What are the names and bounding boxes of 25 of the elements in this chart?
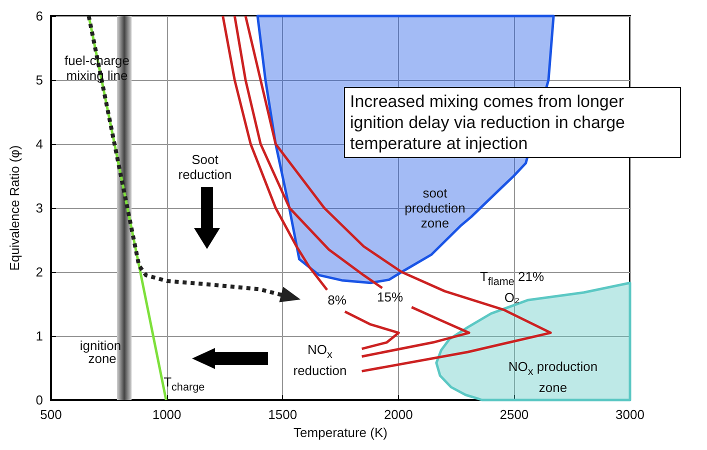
series-label: 8% bbox=[328, 292, 346, 308]
series-label: T$_{flame}$ 21% O₂ bbox=[478, 269, 546, 305]
y-tick-label: 0 bbox=[36, 392, 43, 408]
x-tick-label: 1000 bbox=[152, 407, 182, 422]
series-label: soot production zone bbox=[404, 186, 466, 230]
series-label: 15% bbox=[376, 290, 404, 304]
x-tick-label: 2000 bbox=[384, 407, 413, 422]
y-tick-label: 3 bbox=[36, 200, 43, 216]
x-tick-label: 1500 bbox=[268, 407, 298, 422]
x-tick-label: 500 bbox=[40, 407, 62, 422]
y-tick-label: 1 bbox=[36, 328, 43, 344]
x-axis-title: Temperature (K) bbox=[294, 425, 388, 440]
x-tick-label: 3000 bbox=[616, 407, 644, 422]
callout-box: Increased mixing comes from longer ignition delay via reduction in charge temperature at injection bbox=[344, 87, 681, 158]
annotation: T$_{charge}$ bbox=[164, 374, 205, 396]
annotation: Soot reduction bbox=[177, 152, 233, 182]
y-tick-label: 6 bbox=[36, 8, 43, 24]
y-tick-label: 4 bbox=[36, 136, 43, 152]
y-axis-title: Equivalence Ratio (φ) bbox=[7, 145, 22, 271]
band-label: ignition zone bbox=[80, 338, 125, 366]
annotation: NO$_{x}$ reduction bbox=[292, 342, 348, 378]
y-tick-label: 2 bbox=[36, 264, 43, 280]
y-tick-label: 5 bbox=[36, 72, 43, 88]
x-tick-label: 2500 bbox=[500, 407, 529, 422]
series-label: NO$_{x}$ production zone bbox=[507, 359, 599, 395]
